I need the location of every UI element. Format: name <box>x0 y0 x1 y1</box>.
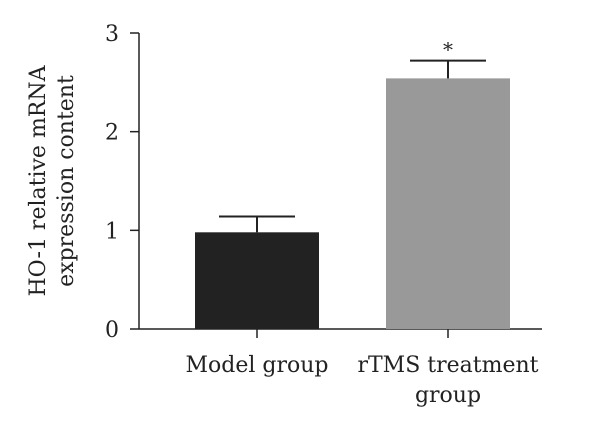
x-tick-label: rTMS treatment group <box>357 353 538 408</box>
bar <box>195 232 319 329</box>
bars <box>195 78 510 330</box>
y-tick-label: 3 <box>105 22 119 47</box>
y-axis-label: HO-1 relative mRNA expression content <box>26 64 79 296</box>
bar <box>386 78 510 330</box>
significance-asterisk: * <box>443 38 453 62</box>
x-tick-label: Model group <box>186 353 329 378</box>
y-tick-label: 2 <box>105 121 119 146</box>
x-axis-labels: Model group rTMS treatment group <box>186 329 539 408</box>
y-axis-ticks: 0 1 2 3 <box>105 22 139 343</box>
error-bars <box>219 59 486 233</box>
significance-markers: * <box>443 38 453 62</box>
y-tick-label: 1 <box>105 219 119 244</box>
y-tick-label: 0 <box>105 318 119 343</box>
